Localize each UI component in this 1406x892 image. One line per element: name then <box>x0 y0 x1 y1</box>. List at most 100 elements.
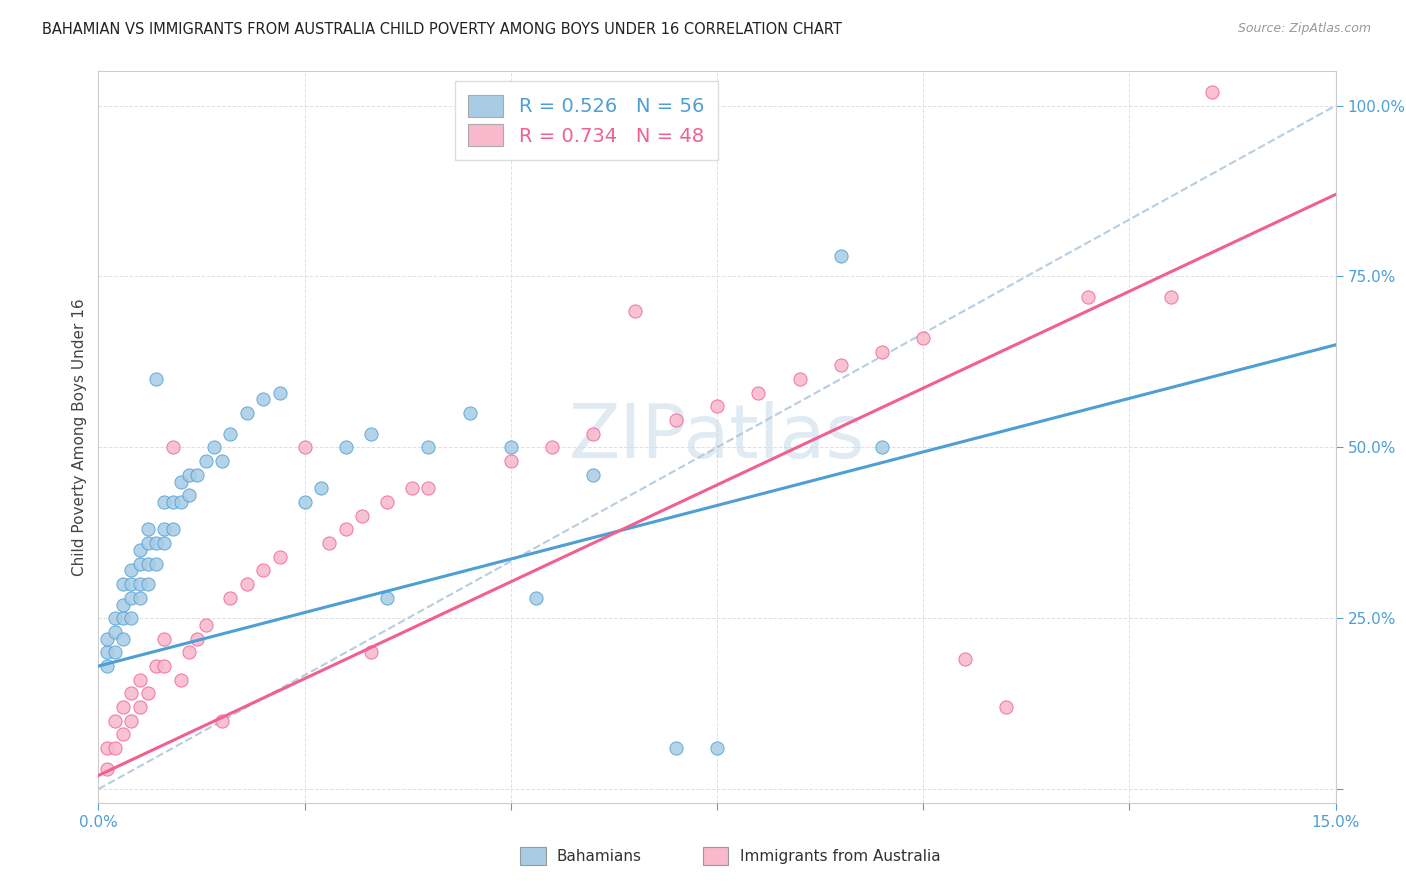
Point <box>541 440 564 454</box>
Point <box>120 714 142 728</box>
Point <box>145 557 167 571</box>
Point <box>309 481 332 495</box>
Point <box>153 536 176 550</box>
Point <box>269 549 291 564</box>
Point <box>186 467 208 482</box>
Point <box>153 522 176 536</box>
Point <box>953 652 976 666</box>
Point <box>104 611 127 625</box>
Point <box>112 727 135 741</box>
Point <box>145 372 167 386</box>
Point <box>236 577 259 591</box>
Point <box>499 454 522 468</box>
Point <box>120 563 142 577</box>
Point <box>747 385 769 400</box>
Point <box>96 632 118 646</box>
Point <box>170 673 193 687</box>
Point <box>112 632 135 646</box>
Point <box>789 372 811 386</box>
Point <box>352 508 374 523</box>
Point <box>236 406 259 420</box>
Point <box>112 700 135 714</box>
Text: Immigrants from Australia: Immigrants from Australia <box>740 849 941 863</box>
Point <box>120 591 142 605</box>
Point <box>128 591 150 605</box>
Point <box>870 440 893 454</box>
Point <box>252 563 274 577</box>
Point <box>128 673 150 687</box>
Point <box>458 406 481 420</box>
Point <box>219 591 242 605</box>
Point <box>830 359 852 373</box>
Point <box>128 542 150 557</box>
Point <box>318 536 340 550</box>
Point <box>162 522 184 536</box>
Point <box>194 454 217 468</box>
Point <box>104 624 127 639</box>
Point <box>112 598 135 612</box>
Point <box>360 645 382 659</box>
Point <box>170 475 193 489</box>
Point <box>252 392 274 407</box>
Point <box>994 700 1017 714</box>
Text: ZIPatlas: ZIPatlas <box>569 401 865 474</box>
Point <box>360 426 382 441</box>
Point <box>153 632 176 646</box>
Point <box>96 741 118 756</box>
Point <box>145 659 167 673</box>
Point <box>665 741 688 756</box>
Point <box>912 331 935 345</box>
Point <box>499 440 522 454</box>
Point <box>96 659 118 673</box>
Point <box>870 344 893 359</box>
Point <box>153 495 176 509</box>
Point <box>145 536 167 550</box>
Point <box>128 557 150 571</box>
Point <box>830 249 852 263</box>
Point <box>401 481 423 495</box>
Text: Source: ZipAtlas.com: Source: ZipAtlas.com <box>1237 22 1371 36</box>
Point <box>294 495 316 509</box>
Point <box>96 645 118 659</box>
Point <box>1160 290 1182 304</box>
Point <box>112 577 135 591</box>
Point <box>128 577 150 591</box>
Point <box>706 400 728 414</box>
Point <box>128 700 150 714</box>
Point <box>136 686 159 700</box>
Text: Bahamians: Bahamians <box>557 849 641 863</box>
Point <box>202 440 225 454</box>
Point <box>120 686 142 700</box>
Point <box>623 303 645 318</box>
Point <box>186 632 208 646</box>
Point <box>582 467 605 482</box>
Point <box>112 611 135 625</box>
Point <box>179 467 201 482</box>
Point <box>153 659 176 673</box>
Point <box>706 741 728 756</box>
Point <box>219 426 242 441</box>
Point <box>211 714 233 728</box>
Point <box>582 426 605 441</box>
Point <box>104 645 127 659</box>
Text: BAHAMIAN VS IMMIGRANTS FROM AUSTRALIA CHILD POVERTY AMONG BOYS UNDER 16 CORRELAT: BAHAMIAN VS IMMIGRANTS FROM AUSTRALIA CH… <box>42 22 842 37</box>
Point <box>136 577 159 591</box>
Point <box>170 495 193 509</box>
Point <box>120 577 142 591</box>
Point <box>136 557 159 571</box>
Point <box>1077 290 1099 304</box>
Point <box>1201 85 1223 99</box>
Legend: R = 0.526   N = 56, R = 0.734   N = 48: R = 0.526 N = 56, R = 0.734 N = 48 <box>454 81 717 160</box>
Point <box>179 488 201 502</box>
Point <box>104 741 127 756</box>
Point <box>96 762 118 776</box>
Point <box>162 440 184 454</box>
Point <box>375 591 398 605</box>
Point <box>294 440 316 454</box>
Point <box>194 618 217 632</box>
Point <box>335 522 357 536</box>
Point <box>269 385 291 400</box>
Point <box>375 495 398 509</box>
Y-axis label: Child Poverty Among Boys Under 16: Child Poverty Among Boys Under 16 <box>72 298 87 576</box>
Point <box>211 454 233 468</box>
